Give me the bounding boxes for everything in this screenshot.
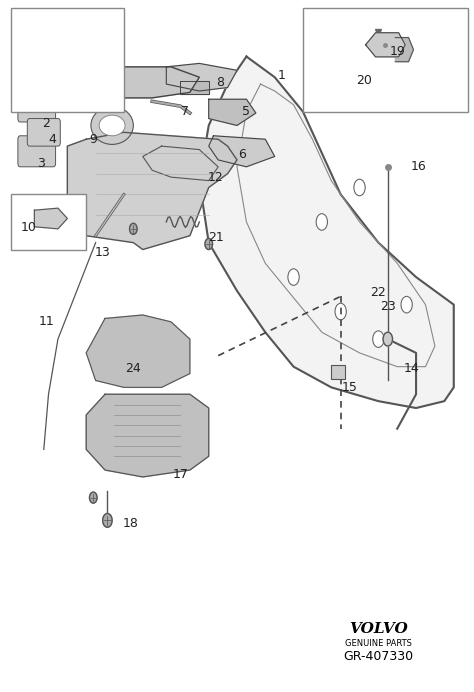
Polygon shape <box>35 208 67 229</box>
Text: 11: 11 <box>38 316 54 329</box>
Polygon shape <box>166 64 237 91</box>
Bar <box>331 365 346 379</box>
Text: 10: 10 <box>21 221 36 234</box>
Polygon shape <box>365 33 405 57</box>
Circle shape <box>335 303 346 320</box>
Text: 7: 7 <box>181 105 189 118</box>
Circle shape <box>90 492 97 503</box>
Text: 17: 17 <box>173 468 188 482</box>
Circle shape <box>37 49 41 55</box>
Circle shape <box>94 49 98 55</box>
Polygon shape <box>86 394 209 477</box>
Circle shape <box>383 332 392 346</box>
Bar <box>11 194 86 250</box>
Text: 9: 9 <box>89 133 97 146</box>
Text: 6: 6 <box>238 148 246 161</box>
Text: 21: 21 <box>208 231 224 244</box>
FancyBboxPatch shape <box>27 118 60 146</box>
Text: GENUINE PARTS: GENUINE PARTS <box>345 639 412 648</box>
Text: 16: 16 <box>410 161 426 173</box>
Polygon shape <box>209 136 275 167</box>
Text: 13: 13 <box>95 246 110 260</box>
Circle shape <box>129 224 137 235</box>
Text: GR-407330: GR-407330 <box>343 650 413 663</box>
Text: 14: 14 <box>403 361 419 374</box>
Text: 24: 24 <box>126 362 141 375</box>
FancyBboxPatch shape <box>18 88 55 122</box>
Text: 20: 20 <box>356 74 372 87</box>
Circle shape <box>373 331 384 347</box>
Text: 4: 4 <box>48 133 56 146</box>
Circle shape <box>205 239 212 250</box>
Text: 18: 18 <box>123 517 139 529</box>
Text: 8: 8 <box>217 76 225 89</box>
Text: 19: 19 <box>389 44 405 57</box>
Polygon shape <box>86 315 190 388</box>
Circle shape <box>354 179 365 196</box>
Circle shape <box>316 214 328 230</box>
Circle shape <box>401 296 412 313</box>
Text: 5: 5 <box>242 105 250 118</box>
Text: 12: 12 <box>208 171 224 183</box>
Polygon shape <box>395 37 413 62</box>
Polygon shape <box>181 81 209 94</box>
Ellipse shape <box>99 115 125 136</box>
Circle shape <box>103 513 112 527</box>
Bar <box>11 8 124 111</box>
FancyBboxPatch shape <box>16 30 119 59</box>
Text: 22: 22 <box>371 286 386 299</box>
Polygon shape <box>209 99 256 125</box>
Text: 15: 15 <box>342 381 358 394</box>
Text: 1: 1 <box>278 69 286 82</box>
Text: 3: 3 <box>37 157 46 170</box>
Polygon shape <box>67 132 237 250</box>
Text: 2: 2 <box>42 117 50 130</box>
Polygon shape <box>67 67 199 98</box>
Bar <box>303 8 468 111</box>
FancyBboxPatch shape <box>18 136 55 167</box>
Ellipse shape <box>91 107 133 145</box>
Circle shape <box>36 47 43 57</box>
Polygon shape <box>143 146 218 181</box>
Text: VOLVO: VOLVO <box>349 621 408 635</box>
Polygon shape <box>35 24 100 37</box>
Polygon shape <box>199 57 454 408</box>
Circle shape <box>288 268 299 285</box>
Text: 23: 23 <box>380 300 396 313</box>
Circle shape <box>92 47 99 57</box>
